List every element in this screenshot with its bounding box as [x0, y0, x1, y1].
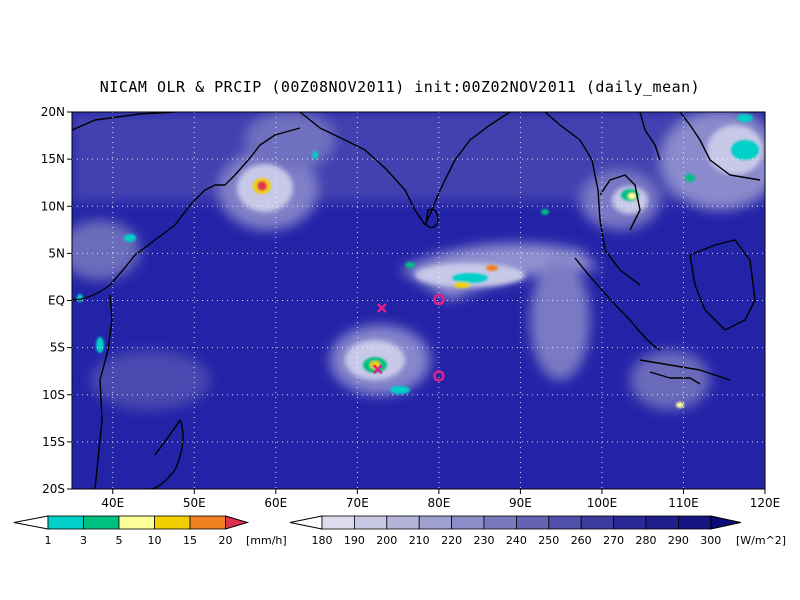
lat-tick-label: 10S: [42, 388, 65, 402]
lon-tick-label: 50E: [183, 496, 206, 510]
storm-markers: [372, 293, 445, 382]
olr-label: 230: [474, 534, 495, 547]
olr-swatch: [386, 515, 420, 530]
lat-tick-label: EQ: [48, 294, 65, 308]
precip-label: 5: [116, 534, 123, 547]
precip-swatch: [189, 515, 226, 530]
lon-tick-label: 120E: [750, 496, 781, 510]
lat-tick-label: 20N: [41, 105, 65, 119]
map-title: NICAM OLR & PRCIP (00Z08NOV2011) init:00…: [99, 78, 701, 96]
olr-label: 270: [603, 534, 624, 547]
olr-label: 300: [700, 534, 721, 547]
precip-swatch: [83, 515, 120, 530]
precip-label: 20: [219, 534, 233, 547]
precip-max-arrow: [225, 515, 250, 530]
olr-label: 180: [312, 534, 333, 547]
storm-circle-marker: [433, 370, 445, 382]
olr-swatch: [321, 515, 355, 530]
coastlines: [72, 112, 761, 489]
olr-swatch: [678, 515, 712, 530]
lat-tick-label: 5S: [50, 341, 65, 355]
storm-cross-marker: [376, 303, 387, 313]
latitude-axis: 20N 15N 10N 5N EQ 5S 10S 15S 20S: [41, 105, 72, 496]
longitude-axis: 40E 50E 60E 70E 80E 90E 100E 110E 120E: [101, 489, 780, 510]
olr-label: 280: [636, 534, 657, 547]
precip-min-arrow: [13, 515, 49, 530]
olr-label: 240: [506, 534, 527, 547]
precip-label: 3: [80, 534, 87, 547]
olr-colorbar: 180 190 200 210 220 230 240 250 260 270 280 290 300 […: [289, 515, 786, 547]
lat-tick-label: 15N: [41, 152, 65, 166]
olr-unit: [W/m^2]: [736, 534, 786, 547]
lat-tick-label: 10N: [41, 199, 65, 213]
precip-unit: [mm/h]: [246, 534, 287, 547]
olr-label: 260: [571, 534, 592, 547]
olr-label: 190: [344, 534, 365, 547]
olr-label: 290: [668, 534, 689, 547]
precip-swatch: [118, 515, 155, 530]
olr-swatch: [613, 515, 647, 530]
olr-swatch: [548, 515, 582, 530]
precip-label: 10: [148, 534, 162, 547]
storm-circle-marker: [433, 293, 445, 306]
storm-cross-marker: [372, 364, 383, 375]
olr-swatch: [418, 515, 453, 530]
olr-swatch: [353, 515, 388, 530]
olr-min-arrow: [289, 515, 323, 530]
lon-tick-label: 60E: [264, 496, 287, 510]
olr-max-arrow: [710, 515, 741, 530]
lon-tick-label: 40E: [101, 496, 124, 510]
olr-label: 200: [376, 534, 397, 547]
lon-tick-label: 70E: [346, 496, 369, 510]
lon-tick-label: 110E: [668, 496, 699, 510]
olr-label: 250: [538, 534, 559, 547]
olr-label: 210: [409, 534, 430, 547]
lon-tick-label: 100E: [587, 496, 618, 510]
olr-label: 220: [441, 534, 462, 547]
precip-label: 15: [183, 534, 197, 547]
precip-swatch: [47, 515, 84, 530]
olr-swatch: [451, 515, 485, 530]
olr-swatch: [516, 515, 550, 530]
precip-label: 1: [45, 534, 52, 547]
precip-colorbar: 1 3 5 10 15 20 [mm/h]: [13, 515, 287, 547]
lat-tick-label: 5N: [48, 246, 65, 260]
lon-tick-label: 90E: [509, 496, 532, 510]
lat-tick-label: 15S: [42, 435, 65, 449]
precip-swatch: [154, 515, 191, 530]
graticule-grid: [72, 112, 765, 489]
lat-tick-label: 20S: [42, 482, 65, 496]
olr-swatch: [580, 515, 615, 530]
lon-tick-label: 80E: [427, 496, 450, 510]
olr-swatch: [483, 515, 517, 530]
olr-swatch: [645, 515, 679, 530]
